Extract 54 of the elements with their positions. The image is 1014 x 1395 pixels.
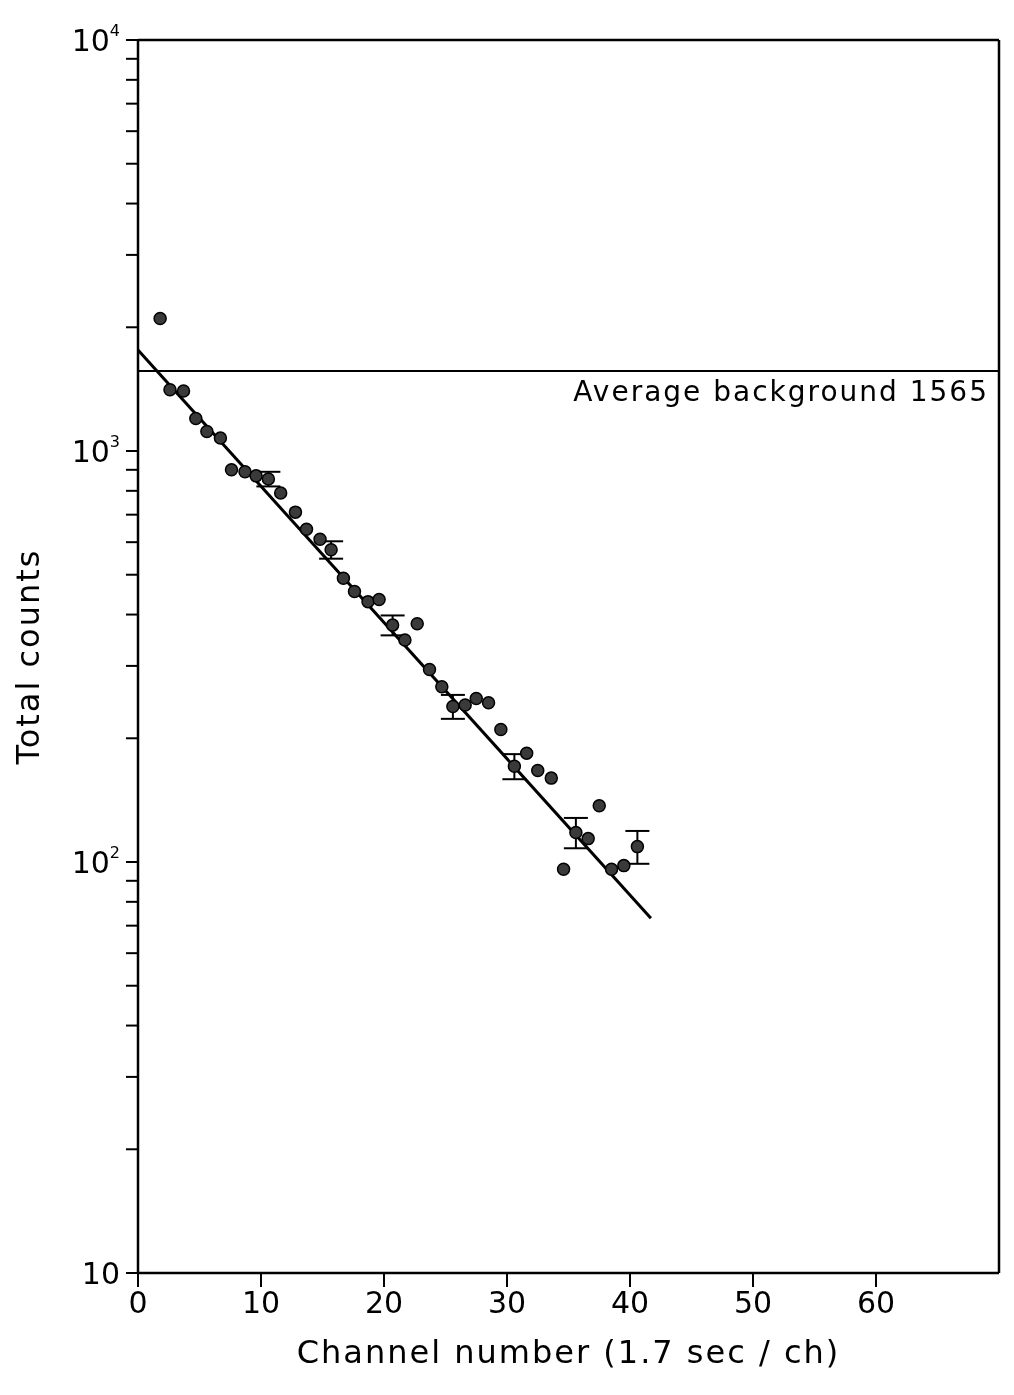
point [299,522,314,537]
point [200,424,214,439]
point [494,722,508,737]
point [361,594,375,609]
point [446,699,460,714]
x-tick-label: 10 [241,1285,281,1320]
y-tick-label: 10$^{3}$ [71,432,120,469]
point [163,382,177,397]
point [324,543,338,557]
x-axis-title: Channel number (1.7 sec / ch) [296,1333,841,1371]
y-tick-label: 10$^{2}$ [71,843,120,880]
x-tick-label: 50 [733,1285,773,1320]
point [604,862,619,877]
point [273,486,288,500]
point [385,618,400,632]
point [630,839,645,854]
point [238,465,252,479]
point [336,571,351,586]
y-tick-label: 10$^{4}$ [71,21,120,58]
point [347,584,362,599]
point [410,616,424,631]
y-tick-label: 10 [81,1255,120,1291]
point [153,311,167,326]
point [224,463,239,477]
point [288,505,303,519]
x-tick-label: 0 [128,1285,148,1320]
ref-line-label: Average background 1565 [573,374,989,408]
x-tick-label: 30 [487,1285,527,1320]
point [617,858,631,873]
point [507,759,522,773]
point [213,431,228,445]
point [249,469,263,483]
point [581,831,595,846]
point [176,384,191,398]
point [481,696,496,710]
point [458,698,472,712]
x-tick-label: 40 [610,1285,650,1320]
point [569,825,583,840]
point [189,411,203,426]
x-tick-label: 60 [856,1285,896,1320]
point [556,862,571,877]
point [544,771,559,785]
point [592,799,606,813]
point [372,592,386,607]
point [313,532,327,546]
y-axis-title: Total counts [9,548,48,766]
point [422,662,437,677]
point [531,763,545,778]
point [519,746,534,760]
point [435,679,449,694]
x-tick-label: 20 [364,1285,404,1320]
point [398,633,412,647]
point [261,472,276,486]
point [469,691,483,706]
